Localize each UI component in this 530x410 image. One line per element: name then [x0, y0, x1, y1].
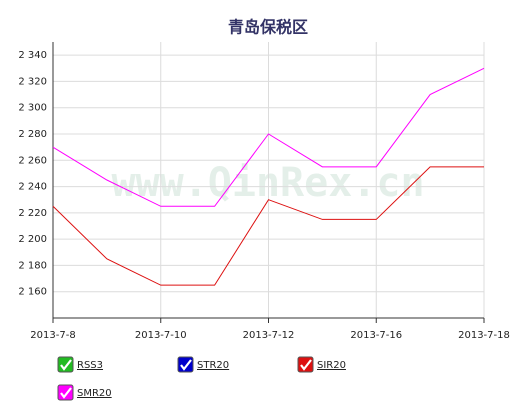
x-tick-label: 2013-7-18 [458, 330, 510, 341]
legend-check [180, 359, 192, 371]
legend-check [300, 359, 312, 371]
y-tick-label: 2 340 [18, 50, 47, 61]
series-line [52, 67, 485, 207]
y-tick-label: 2 180 [18, 260, 47, 271]
x-tick-label: 2013-7-16 [350, 330, 402, 341]
y-tick-label: 2 200 [18, 234, 47, 245]
legend-check [60, 387, 72, 399]
legend-checkbox [57, 384, 74, 401]
legend-checkbox [57, 356, 74, 373]
y-tick-label: 2 300 [18, 103, 47, 114]
legend-item[interactable]: SMR20 [57, 384, 112, 401]
y-tick-label: 2 320 [18, 76, 47, 87]
y-tick-label: 2 260 [18, 155, 47, 166]
y-tick-label: 2 220 [18, 208, 47, 219]
x-tick-label: 2013-7-8 [30, 330, 75, 341]
legend-item[interactable]: SIR20 [297, 356, 346, 373]
series-line [52, 166, 484, 286]
y-tick-label: 2 280 [18, 129, 47, 140]
y-tick-label: 2 160 [18, 287, 47, 298]
legend-item[interactable]: RSS3 [57, 356, 103, 373]
chart-title: 青岛保税区 [228, 18, 308, 37]
x-tick-label: 2013-7-12 [243, 330, 295, 341]
legend-label: RSS3 [77, 360, 103, 371]
legend-label: STR20 [197, 360, 229, 371]
y-tick-label: 2 240 [18, 182, 47, 193]
legend-checkbox [177, 356, 194, 373]
legend-item[interactable]: STR20 [177, 356, 229, 373]
legend-check [60, 359, 72, 371]
legend-checkbox [297, 356, 314, 373]
legend-label: SIR20 [317, 360, 346, 371]
x-tick-label: 2013-7-10 [135, 330, 187, 341]
legend-label: SMR20 [77, 388, 112, 399]
